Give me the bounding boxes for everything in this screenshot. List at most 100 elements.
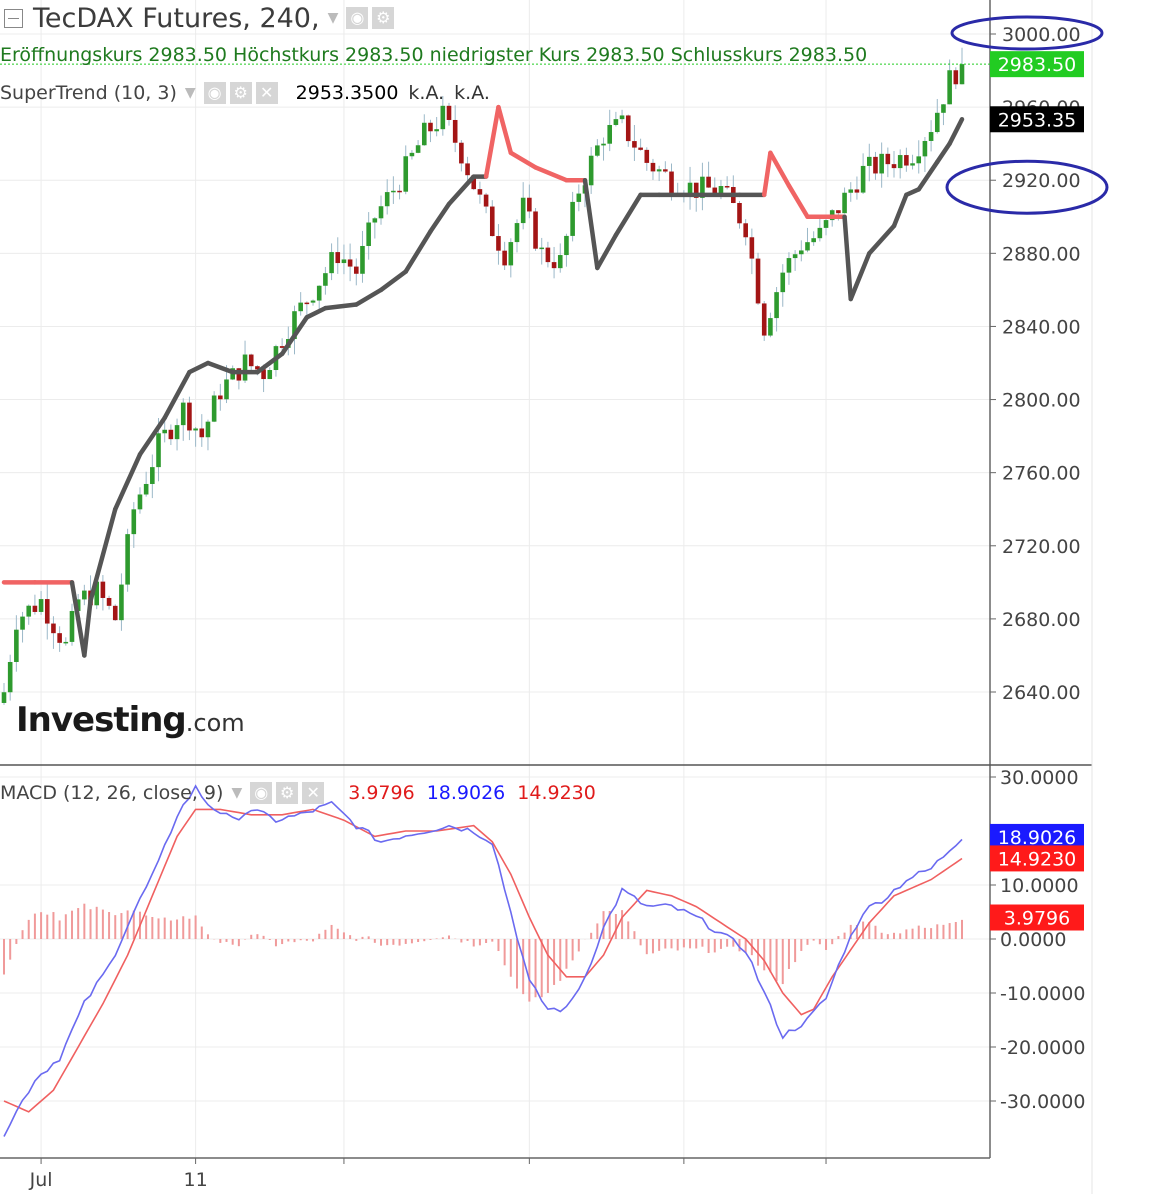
candle <box>452 105 458 153</box>
macd-signal-value: 14.9230 <box>517 782 596 804</box>
candle-body <box>131 509 137 535</box>
candle <box>187 396 192 441</box>
candle-body <box>539 247 545 250</box>
candle <box>7 654 13 701</box>
candle-body <box>75 599 81 612</box>
candle-body <box>718 186 724 195</box>
collapse-icon[interactable] <box>4 8 23 28</box>
candle-body <box>391 190 396 193</box>
chevron-down-icon[interactable]: ▼ <box>231 785 243 801</box>
chevron-down-icon[interactable]: ▼ <box>184 85 196 101</box>
candle-body <box>724 186 730 188</box>
candle-body <box>533 211 538 249</box>
candle <box>786 252 792 285</box>
candle <box>897 149 903 179</box>
candle <box>20 611 25 643</box>
macd-grid <box>0 776 990 1102</box>
supertrend-segment <box>508 150 538 170</box>
macd-badge-label: 14.9230 <box>998 848 1077 870</box>
candle <box>724 176 730 190</box>
candle <box>403 145 409 195</box>
candle <box>1 683 7 705</box>
candle <box>323 266 328 295</box>
gear-icon[interactable]: ⚙ <box>276 782 299 804</box>
candle <box>496 224 501 265</box>
chevron-down-icon[interactable]: ▼ <box>327 10 339 26</box>
candle-body <box>82 590 87 600</box>
candle-body <box>817 227 823 239</box>
candle-body <box>823 220 829 228</box>
candle <box>199 414 205 447</box>
candle <box>415 140 421 154</box>
supertrend-segment <box>842 214 853 302</box>
candle <box>588 147 594 194</box>
candle-body <box>403 156 409 192</box>
supertrend-value: 2953.3500 <box>295 82 399 104</box>
close-icon[interactable]: ✕ <box>302 782 325 804</box>
macd-histogram-series <box>3 903 963 1002</box>
candle <box>619 109 625 124</box>
candle-body <box>644 149 650 163</box>
candle <box>947 59 952 105</box>
candle <box>922 137 928 172</box>
candle-body <box>576 193 582 202</box>
gear-icon[interactable]: ⚙ <box>372 7 395 29</box>
candle-body <box>934 112 940 133</box>
candle <box>168 424 174 446</box>
candle <box>180 398 186 441</box>
axis-annotations <box>945 15 1109 215</box>
supertrend-segment <box>496 104 514 156</box>
candle <box>409 150 415 160</box>
candle <box>372 217 378 239</box>
candle <box>953 67 959 90</box>
candle-body <box>743 223 748 238</box>
supertrend-segment <box>916 159 940 192</box>
candle-body <box>595 145 600 156</box>
candle-body <box>26 605 32 617</box>
close-icon[interactable]: ✕ <box>255 82 278 104</box>
gear-icon[interactable]: ⚙ <box>229 82 252 104</box>
supertrend-segment <box>187 360 211 375</box>
last-price-badge-label: 2983.50 <box>998 54 1077 76</box>
macd-axis-ticks[interactable]: 30.0000 10.0000 0.0000 -10.0000 -20.0000 -30.… <box>990 767 1085 1113</box>
eye-icon[interactable]: ◉ <box>203 82 226 104</box>
eye-icon[interactable]: ◉ <box>250 782 273 804</box>
price-tick-label: 2840.00 <box>1002 316 1081 338</box>
macd-tick-label: 30.0000 <box>1000 767 1079 789</box>
time-axis-ticks[interactable]: Jul 11 <box>29 1158 827 1191</box>
candle <box>44 583 50 640</box>
eye-icon[interactable]: ◉ <box>346 7 369 29</box>
candle-body <box>298 302 303 312</box>
candle-body <box>211 395 217 422</box>
candle-body <box>150 467 155 484</box>
macd-tick-label: -10.0000 <box>1000 983 1085 1005</box>
candle-body <box>397 190 402 193</box>
candle <box>663 161 668 174</box>
candle <box>823 218 829 236</box>
candle-body <box>885 153 891 165</box>
supertrend-segment <box>428 201 452 234</box>
candle <box>737 200 742 229</box>
candle-body <box>687 182 693 196</box>
candle <box>817 216 823 242</box>
candle <box>391 176 396 204</box>
chart-axes <box>0 0 1093 1194</box>
supertrend-segment <box>162 369 192 421</box>
candle <box>712 177 718 196</box>
macd-tick-label: 10.0000 <box>1000 875 1079 897</box>
candle <box>440 95 446 136</box>
x-grid <box>40 0 827 1158</box>
supertrend-segment <box>848 251 872 302</box>
candle-body <box>378 206 384 219</box>
candle <box>638 138 643 151</box>
last-price-badge-bg <box>990 51 1084 78</box>
annotation-ellipse-3000 <box>950 15 1104 51</box>
candle-body <box>434 129 439 132</box>
candle <box>656 165 662 182</box>
candle-body <box>20 616 25 630</box>
candle <box>700 162 705 211</box>
candle <box>205 419 211 451</box>
supertrend-segment <box>891 192 909 229</box>
candle <box>743 219 748 246</box>
